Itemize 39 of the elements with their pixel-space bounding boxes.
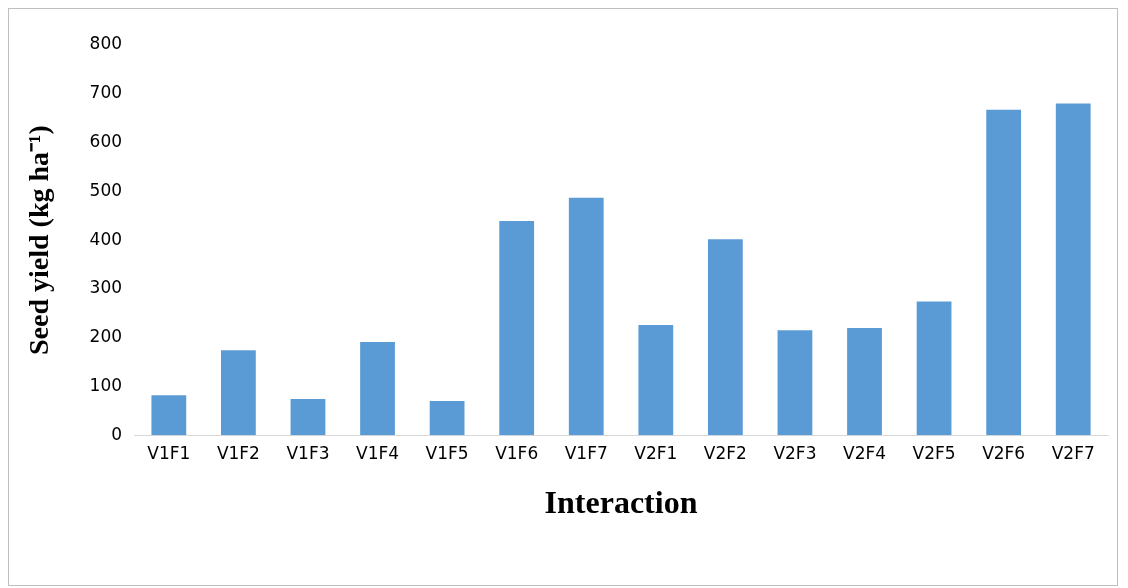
bar <box>638 324 674 436</box>
bar <box>568 197 604 436</box>
x-tick-label: V2F7 <box>1051 442 1095 463</box>
bar <box>151 395 187 436</box>
x-tick-label: V1F6 <box>495 442 539 463</box>
x-tick-label: V1F4 <box>356 442 400 463</box>
bar <box>499 221 535 436</box>
x-tick-label: V2F2 <box>703 442 747 463</box>
bar <box>429 401 465 436</box>
x-tick-label: V2F5 <box>912 442 956 463</box>
x-axis-title: Interaction <box>544 484 698 521</box>
y-tick-label: 600 <box>89 130 123 151</box>
bar <box>707 239 743 436</box>
x-tick-label: V2F3 <box>773 442 817 463</box>
x-tick-label: V1F1 <box>147 442 191 463</box>
y-tick-label: 500 <box>89 179 123 200</box>
bar <box>916 301 952 436</box>
x-tick-label: V1F7 <box>564 442 608 463</box>
y-tick-label: 200 <box>89 326 123 347</box>
x-tick-label: V1F2 <box>216 442 260 463</box>
y-tick-label: 400 <box>89 228 123 249</box>
x-tick-label: V2F1 <box>634 442 678 463</box>
bar <box>221 350 256 436</box>
bar <box>986 109 1022 436</box>
x-tick-label: V1F3 <box>286 442 330 463</box>
y-tick-label: 300 <box>89 277 123 298</box>
x-tick-label: V1F5 <box>425 442 469 463</box>
bar <box>847 327 882 436</box>
bar <box>777 330 813 436</box>
y-tick-label: 800 <box>89 33 123 54</box>
y-tick-label: 100 <box>89 374 123 395</box>
x-tick-label: V2F6 <box>982 442 1026 463</box>
y-tick-label: 700 <box>89 82 123 103</box>
bar <box>360 342 395 436</box>
y-tick-label: 0 <box>111 423 123 444</box>
y-axis-title: Seed yield (kg ha⁻¹) <box>23 125 55 355</box>
bar <box>290 399 326 436</box>
x-tick-label: V2F4 <box>842 442 887 463</box>
bar <box>1055 103 1091 436</box>
